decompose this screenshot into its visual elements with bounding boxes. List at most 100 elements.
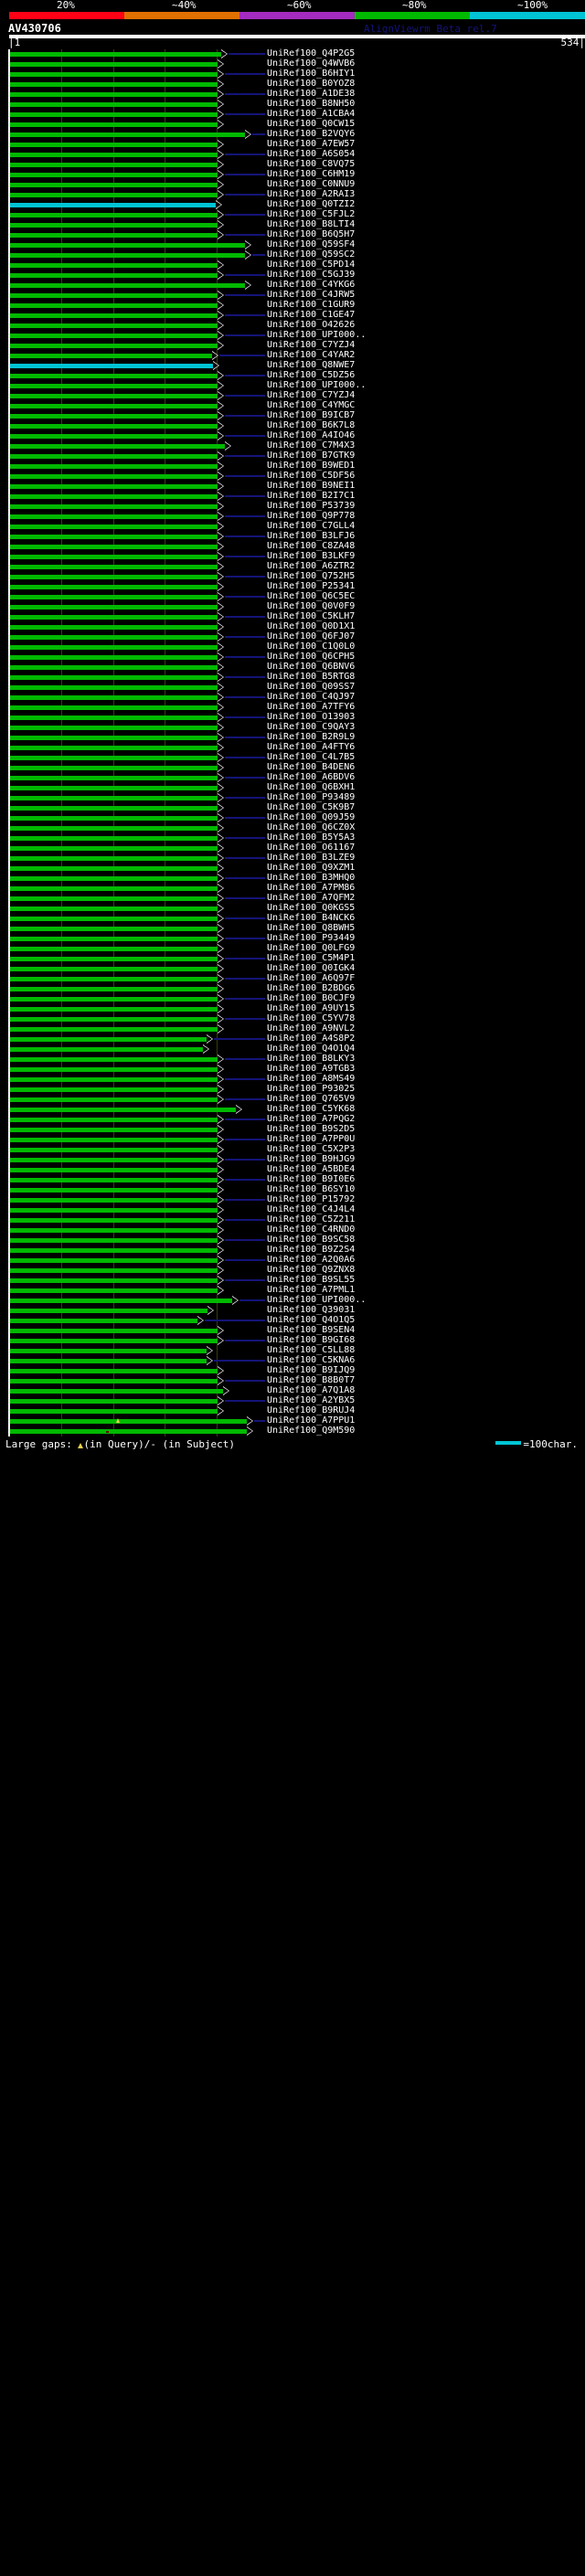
hit-bar[interactable]	[9, 344, 218, 348]
hit-bar[interactable]	[9, 716, 218, 720]
hit-accession-label[interactable]: UniRef100_A7EW57	[267, 139, 356, 149]
alignment-row[interactable]: UniRef100_C5GJ39	[0, 270, 585, 281]
hit-accession-label[interactable]: UniRef100_Q6FJ07	[267, 631, 356, 641]
hit-bar[interactable]	[9, 1319, 197, 1323]
hit-accession-label[interactable]: UniRef100_Q6BXH1	[267, 782, 356, 792]
hit-bar[interactable]	[9, 1389, 224, 1394]
hit-bar[interactable]	[9, 977, 218, 981]
hit-accession-label[interactable]: UniRef100_C9QAY3	[267, 722, 356, 732]
alignment-row[interactable]: UniRef100_B9SC58	[0, 1235, 585, 1246]
alignment-row[interactable]: UniRef100_C4JRW5	[0, 290, 585, 301]
hit-bar[interactable]	[9, 876, 218, 881]
hit-accession-label[interactable]: UniRef100_B2R9L9	[267, 732, 356, 742]
hit-accession-label[interactable]: UniRef100_A9NVL2	[267, 1023, 356, 1034]
alignment-row[interactable]: UniRef100_A7PQG2	[0, 1114, 585, 1125]
hit-bar[interactable]	[9, 444, 225, 449]
hit-bar[interactable]	[9, 263, 218, 268]
hit-accession-label[interactable]: UniRef100_A6S054	[267, 149, 356, 159]
hit-accession-label[interactable]: UniRef100_C5DZ56	[267, 370, 356, 380]
alignment-row[interactable]: UniRef100_A6S054	[0, 149, 585, 160]
hit-accession-label[interactable]: UniRef100_A2RAI3	[267, 189, 356, 199]
hit-bar[interactable]	[9, 625, 218, 630]
hit-accession-label[interactable]: UniRef100_P53739	[267, 501, 356, 511]
alignment-row[interactable]: UniRef100_B9S2D5	[0, 1124, 585, 1135]
hit-accession-label[interactable]: UniRef100_B8LTI4	[267, 219, 356, 229]
hit-bar[interactable]	[9, 323, 218, 328]
hit-accession-label[interactable]: UniRef100_B4DEN6	[267, 762, 356, 772]
hit-accession-label[interactable]: UniRef100_A7PM86	[267, 883, 356, 893]
hit-bar[interactable]	[9, 786, 218, 790]
hit-bar[interactable]	[9, 504, 218, 509]
hit-bar[interactable]	[9, 1309, 208, 1313]
hit-accession-label[interactable]: UniRef100_C5X2P3	[267, 1144, 356, 1154]
hit-accession-label[interactable]: UniRef100_Q09SS7	[267, 682, 356, 692]
hit-bar[interactable]	[9, 1429, 247, 1434]
alignment-row[interactable]: UniRef100_UPI000..	[0, 1295, 585, 1306]
hit-accession-label[interactable]: UniRef100_Q6BNV6	[267, 662, 356, 672]
hit-accession-label[interactable]: UniRef100_B8B0T7	[267, 1375, 356, 1385]
alignment-row[interactable]: UniRef100_C0NNU9	[0, 179, 585, 190]
alignment-row[interactable]: UniRef100_P15792	[0, 1194, 585, 1205]
alignment-row[interactable]: UniRef100_B0CJF9	[0, 993, 585, 1004]
hit-bar[interactable]	[9, 273, 218, 278]
hit-accession-label[interactable]: UniRef100_C5PD14	[267, 260, 356, 270]
hit-accession-label[interactable]: UniRef100_C4JRW5	[267, 290, 356, 300]
alignment-row[interactable]: UniRef100_Q59SC2	[0, 249, 585, 260]
alignment-row[interactable]: UniRef100_B9GI68	[0, 1335, 585, 1346]
alignment-row[interactable]: UniRef100_B9SEN4	[0, 1325, 585, 1336]
alignment-row[interactable]: UniRef100_Q4O1Q4	[0, 1044, 585, 1055]
alignment-row[interactable]: UniRef100_A4S8P2	[0, 1034, 585, 1044]
hit-bar[interactable]	[9, 494, 218, 499]
alignment-row[interactable]: UniRef100_B4NCK6	[0, 913, 585, 924]
alignment-row[interactable]: UniRef100_B6Q5H7	[0, 229, 585, 240]
hit-bar[interactable]	[9, 796, 218, 800]
alignment-row[interactable]: UniRef100_C9QAY3	[0, 722, 585, 733]
hit-accession-label[interactable]: UniRef100_Q39031	[267, 1305, 356, 1315]
alignment-row[interactable]: UniRef100_B7GTK9	[0, 451, 585, 461]
hit-accession-label[interactable]: UniRef100_C5YK68	[267, 1104, 356, 1114]
hit-accession-label[interactable]: UniRef100_Q8BWH5	[267, 923, 356, 933]
hit-accession-label[interactable]: UniRef100_A7PQG2	[267, 1114, 356, 1124]
hit-accession-label[interactable]: UniRef100_B9SC58	[267, 1235, 356, 1245]
hit-accession-label[interactable]: UniRef100_C5K9B7	[267, 802, 356, 812]
hit-bar[interactable]	[9, 1017, 218, 1022]
hit-accession-label[interactable]: UniRef100_P93025	[267, 1084, 356, 1094]
alignment-row[interactable]: UniRef100_C5YV78	[0, 1013, 585, 1024]
hit-accession-label[interactable]: UniRef100_Q9XZM1	[267, 863, 356, 873]
alignment-row[interactable]: UniRef100_A4FTY6	[0, 742, 585, 753]
alignment-row[interactable]: UniRef100_C5KLH7	[0, 611, 585, 622]
hit-accession-label[interactable]: UniRef100_C5DF56	[267, 471, 356, 481]
hit-accession-label[interactable]: UniRef100_B9SEN4	[267, 1325, 356, 1335]
alignment-row[interactable]: UniRef100_A6ZTR2	[0, 561, 585, 572]
hit-bar[interactable]	[9, 173, 218, 177]
hit-bar[interactable]	[9, 293, 218, 298]
hit-bar[interactable]	[9, 987, 218, 991]
hit-accession-label[interactable]: UniRef100_C6HM19	[267, 169, 356, 179]
hit-accession-label[interactable]: UniRef100_Q0KGS5	[267, 903, 356, 913]
hit-accession-label[interactable]: UniRef100_A4FTY6	[267, 742, 356, 752]
hit-bar[interactable]	[9, 1399, 218, 1404]
hit-bar[interactable]	[9, 1128, 218, 1132]
alignment-row[interactable]: UniRef100_UPI000..	[0, 330, 585, 341]
alignment-row[interactable]: UniRef100_A5BDE4	[0, 1164, 585, 1175]
hit-bar[interactable]	[9, 1419, 247, 1424]
hit-accession-label[interactable]: UniRef100_Q59SC2	[267, 249, 356, 260]
hit-bar[interactable]	[9, 997, 218, 1002]
hit-accession-label[interactable]: UniRef100_C1GE47	[267, 310, 356, 320]
alignment-row[interactable]: UniRef100_P25341	[0, 581, 585, 592]
hit-bar[interactable]	[9, 565, 218, 569]
hit-bar[interactable]	[9, 1057, 218, 1062]
hit-bar[interactable]	[9, 354, 212, 358]
hit-bar[interactable]	[9, 454, 218, 459]
hit-accession-label[interactable]: UniRef100_Q0D1X1	[267, 621, 356, 631]
alignment-row[interactable]: UniRef100_C1GUR9	[0, 300, 585, 311]
hit-accession-label[interactable]: UniRef100_O61167	[267, 843, 356, 853]
alignment-row[interactable]: UniRef100_A6BDV6	[0, 772, 585, 783]
hit-accession-label[interactable]: UniRef100_Q09J59	[267, 812, 356, 822]
alignment-row[interactable]: UniRef100_B9IJQ9	[0, 1365, 585, 1376]
hit-accession-label[interactable]: UniRef100_B3LFJ6	[267, 531, 356, 541]
alignment-row[interactable]: UniRef100_C7M4X3	[0, 440, 585, 451]
alignment-row[interactable]: UniRef100_A6Q97F	[0, 973, 585, 984]
alignment-row[interactable]: UniRef100_B4DEN6	[0, 762, 585, 773]
alignment-row[interactable]: UniRef100_Q4P2G5	[0, 48, 585, 59]
